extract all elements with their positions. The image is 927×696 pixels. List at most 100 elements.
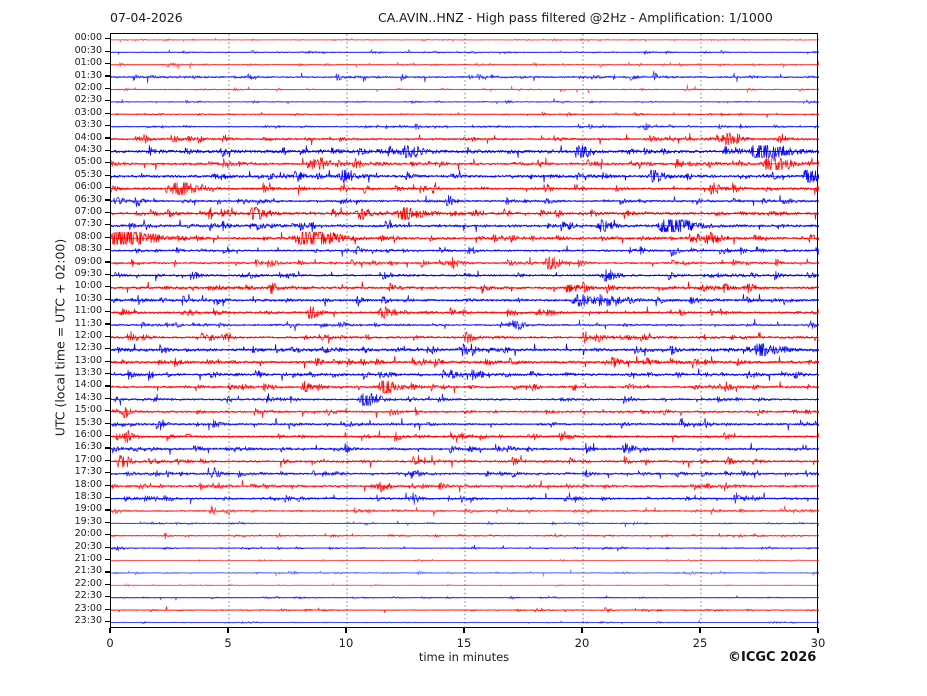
- y-axis-tick-mark: [105, 434, 110, 437]
- y-axis-tick-mark: [105, 558, 110, 561]
- copyright-notice: ©ICGC 2026: [728, 650, 817, 665]
- y-axis-tick-mark: [105, 348, 110, 350]
- x-axis-tick-label: 5: [224, 636, 232, 650]
- y-axis-tick-label: 17:00: [74, 453, 102, 465]
- y-axis-tick-label: 00:00: [74, 32, 102, 44]
- y-axis-tick-label: 04:00: [74, 131, 102, 143]
- y-axis-tick-mark: [105, 410, 110, 412]
- y-axis-tick-mark: [105, 397, 110, 399]
- y-axis-tick-label: 23:30: [74, 615, 102, 626]
- y-axis-tick-label: 10:30: [74, 292, 102, 304]
- y-axis-tick-label: 11:30: [74, 317, 102, 329]
- y-axis-tick-mark: [105, 608, 110, 610]
- x-axis-tick-mark: [345, 628, 347, 633]
- y-axis-tick-mark: [105, 100, 110, 102]
- y-axis-tick-label: 18:30: [74, 491, 102, 503]
- y-axis-tick-mark: [105, 571, 110, 573]
- y-axis-tick-mark: [105, 311, 110, 313]
- y-axis-tick-label: 03:00: [74, 106, 102, 118]
- y-axis-tick-mark: [105, 87, 110, 90]
- y-axis-tick-label: 13:00: [74, 354, 102, 366]
- seismogram-plot-area: [110, 33, 819, 629]
- y-axis-tick-mark: [105, 372, 110, 375]
- y-axis-tick-mark: [105, 509, 110, 511]
- y-axis-tick-mark: [105, 236, 110, 238]
- y-axis-tick-label: 07:30: [74, 218, 102, 230]
- y-axis-tick-label: 05:30: [74, 168, 102, 180]
- y-axis-tick-label: 21:30: [74, 565, 102, 577]
- y-axis-tick-label: 00:30: [74, 44, 102, 56]
- y-axis-tick-label: 03:30: [74, 119, 102, 131]
- y-axis-tick-label: 19:30: [74, 515, 102, 527]
- y-axis-tick-label: 13:30: [74, 367, 102, 379]
- y-axis-tick-mark: [105, 298, 110, 300]
- x-axis-tick-label: 20: [574, 636, 590, 650]
- y-axis-tick-label: 23:00: [74, 602, 102, 614]
- seismogram-traces: [111, 37, 819, 625]
- y-axis-tick-label: 20:00: [74, 528, 102, 540]
- y-axis-tick-mark: [105, 286, 110, 288]
- y-axis-tick-mark: [105, 484, 110, 486]
- y-axis-tick-mark: [105, 496, 110, 499]
- y-axis-tick-label: 22:30: [74, 590, 102, 602]
- y-axis-tick-label: 09:30: [74, 267, 102, 279]
- y-axis-tick-mark: [105, 249, 110, 251]
- y-axis-tick-mark: [105, 199, 110, 201]
- plot-gridlines: [228, 34, 702, 629]
- y-axis-tick-mark: [105, 75, 110, 77]
- y-axis-tick-mark: [105, 137, 110, 139]
- x-axis-tick-mark: [227, 628, 229, 633]
- y-axis-tick-mark: [105, 211, 110, 214]
- y-axis-tick-mark: [105, 335, 110, 337]
- y-axis-tick-mark: [105, 273, 110, 275]
- date-label: 07-04-2026: [110, 10, 183, 25]
- y-axis-tick-mark: [105, 472, 110, 474]
- y-axis-tick-mark: [105, 224, 110, 226]
- y-axis-tick-label: 20:30: [74, 540, 102, 552]
- y-axis-tick-label: 08:30: [74, 243, 102, 255]
- x-axis-tick-label: 25: [692, 636, 708, 650]
- y-axis-tick-label: 01:30: [74, 69, 102, 81]
- x-axis-tick-mark: [109, 628, 111, 633]
- y-axis-tick-mark: [105, 112, 110, 114]
- y-axis-tick-label: 22:00: [74, 577, 102, 589]
- page-title: CA.AVIN..HNZ - High pass filtered @2Hz -…: [378, 10, 773, 25]
- y-axis-tick-label: 06:30: [74, 193, 102, 205]
- y-axis-tick-mark: [105, 125, 110, 127]
- y-axis-tick-label: 02:00: [74, 81, 102, 93]
- y-axis-tick-mark: [105, 534, 110, 536]
- y-axis-tick-mark: [105, 620, 110, 623]
- x-axis-tick-mark: [581, 628, 583, 633]
- x-axis-tick-mark: [817, 628, 819, 633]
- y-axis-tick-label: 08:00: [74, 230, 102, 242]
- y-axis-tick-label: 15:00: [74, 404, 102, 416]
- y-axis-tick-mark: [105, 422, 110, 424]
- y-axis-tick-label: 07:00: [74, 205, 102, 217]
- y-axis-tick-label: 02:30: [74, 94, 102, 106]
- y-axis-tick-mark: [105, 261, 110, 263]
- y-axis-tick-label: 15:30: [74, 416, 102, 428]
- y-axis-tick-mark: [105, 459, 110, 461]
- y-axis-tick-label: 11:00: [74, 305, 102, 317]
- y-axis-tick-label: 17:30: [74, 466, 102, 478]
- y-axis-tick-label: 01:00: [74, 57, 102, 69]
- y-axis-tick-mark: [105, 583, 110, 585]
- y-axis-tick-label: 21:00: [74, 553, 102, 565]
- y-axis-tick-mark: [105, 187, 110, 189]
- y-axis-tick-label: 14:00: [74, 379, 102, 391]
- y-axis-tick-mark: [105, 546, 110, 548]
- y-axis-tick-mark: [105, 521, 110, 523]
- x-axis-tick-label: 10: [338, 636, 354, 650]
- x-axis-tick-mark: [463, 628, 465, 633]
- y-axis-tick-label: 16:00: [74, 429, 102, 441]
- y-axis-tick-mark: [105, 323, 110, 325]
- y-axis-tick-label: 19:00: [74, 503, 102, 515]
- y-axis-tick-mark: [105, 162, 110, 164]
- x-axis-tick-label: 15: [456, 636, 472, 650]
- y-axis-tick-label: 12:30: [74, 342, 102, 354]
- y-axis-tick-label: 09:00: [74, 255, 102, 267]
- y-axis-tick-mark: [105, 596, 110, 598]
- x-axis-tick-label: 0: [106, 636, 114, 650]
- y-axis-tick-mark: [105, 149, 110, 152]
